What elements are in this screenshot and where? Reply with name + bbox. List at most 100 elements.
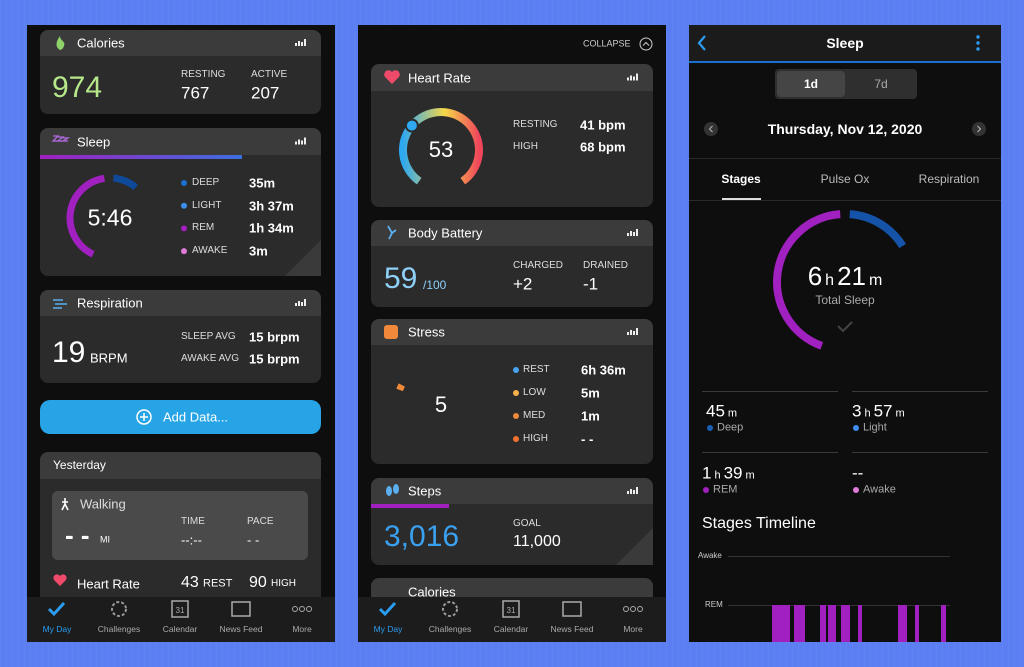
card-header (40, 452, 321, 479)
respiration-value: 19 (52, 336, 86, 369)
nav-item[interactable]: My Day (373, 623, 403, 634)
activity-box (52, 491, 308, 560)
nav-item[interactable]: Challenges (97, 623, 141, 634)
add-data-label[interactable]: Add Data... (163, 409, 229, 425)
value-part: 39 (723, 463, 743, 483)
value-part: m (727, 407, 738, 420)
timeline-segment (794, 605, 805, 642)
sleep-progress (40, 155, 242, 159)
sleep-total: 5:46 (87, 204, 133, 231)
add-data-button[interactable] (40, 400, 321, 434)
tab[interactable]: Pulse Ox (820, 172, 870, 186)
stat-label: ACTIVE (251, 69, 288, 80)
tab[interactable]: Respiration (918, 172, 980, 186)
card-title: Steps (408, 483, 442, 499)
stat-value: - - (247, 532, 260, 548)
card-body (371, 246, 653, 307)
card-title: Calories (408, 584, 456, 600)
card-title: Sleep (77, 134, 111, 149)
stat-value: -1 (583, 274, 599, 294)
value-part: 1 (702, 463, 712, 483)
date: Thursday, Nov 12, 2020 (767, 121, 923, 137)
nav-item[interactable]: More (623, 623, 643, 634)
total-sleep-label: Total Sleep (815, 293, 875, 307)
card-title: Calories (77, 35, 125, 51)
stat-label: PACE (247, 516, 274, 527)
nav-item[interactable]: More (292, 623, 312, 634)
nav-item[interactable]: Challenges (428, 623, 472, 634)
stat-value: 15 brpm (249, 351, 300, 367)
value-part: -- (852, 463, 864, 483)
card-header (371, 220, 653, 246)
card-title: Body Battery (408, 225, 483, 241)
value-part: m (895, 407, 905, 420)
level-value: - - (581, 431, 594, 447)
stat-label: AWAKE AVG (181, 353, 239, 364)
top-bar-line (689, 61, 1001, 63)
tab[interactable]: Stages (721, 172, 761, 186)
card-header (40, 128, 321, 155)
level-value: 6h 36m (581, 362, 626, 378)
timeline-segment (828, 605, 836, 642)
card-header (40, 30, 321, 56)
nav-item[interactable]: Calendar (162, 623, 198, 634)
range-selected[interactable] (777, 71, 845, 97)
divider (702, 391, 838, 392)
stat-value: 207 (251, 83, 280, 103)
value-part: m (745, 469, 755, 482)
stage-label: AWAKE (192, 245, 228, 257)
respiration-unit: BRPM (90, 350, 128, 366)
card-title: Yesterday (53, 458, 106, 472)
stat-value: --:-- (181, 532, 202, 548)
activity-distance: - - (65, 520, 90, 550)
nav-item[interactable]: News Feed (550, 623, 594, 634)
timeline-line (728, 556, 950, 557)
calories-total: 974 (52, 71, 103, 104)
phone-screen (689, 25, 1001, 642)
card-body (371, 504, 653, 565)
body-battery-value: 59 (384, 262, 418, 295)
nav-bar (27, 597, 335, 642)
timeline-segment (841, 605, 850, 642)
card-body (40, 155, 321, 276)
value-part: h (864, 407, 871, 420)
stage-value: 35m (249, 175, 276, 191)
stat-value: 15 brpm (249, 329, 300, 345)
stat-label: RESTING (181, 69, 226, 80)
level-label: REST (523, 364, 550, 375)
card-header (371, 478, 653, 504)
card-header (371, 319, 653, 345)
stat-value: 68 bpm (580, 139, 626, 155)
timeline-line (728, 605, 950, 606)
heart-rate-title: Heart Rate (77, 576, 140, 592)
timeline-segment (772, 605, 790, 642)
range-option[interactable]: 1d (803, 77, 819, 91)
stat-value: +2 (513, 274, 533, 294)
value-part: 21 (837, 261, 866, 291)
stress-value: 5 (434, 392, 448, 417)
nav-item[interactable]: News Feed (219, 623, 263, 634)
stat-label: CHARGED (513, 260, 564, 271)
stage-duration: 3 h 57 m (852, 403, 905, 420)
nav-item[interactable]: My Day (42, 623, 72, 634)
stat-value: 767 (181, 83, 210, 103)
steps-value: 3,016 (384, 520, 460, 553)
level-label: HIGH (523, 433, 548, 444)
level-value: 1m (581, 408, 600, 424)
calendar-day: 31 (506, 606, 516, 615)
divider (689, 200, 1001, 201)
divider (852, 391, 988, 392)
value-part: 45 (706, 401, 725, 421)
nav-item[interactable]: Calendar (493, 623, 529, 634)
stage-value: 3m (249, 243, 268, 259)
stage-duration: 1 h 39 m (702, 465, 755, 482)
level-label: MED (523, 410, 546, 421)
card-header (371, 64, 653, 91)
range-option[interactable]: 7d (874, 77, 888, 91)
screen-title: Sleep (826, 35, 864, 51)
timeline-segment (820, 605, 826, 642)
nav-bar (358, 597, 666, 642)
collapse-button[interactable]: COLLAPSE (583, 38, 631, 49)
timeline-title: Stages Timeline (702, 515, 816, 532)
activity-name: Walking (80, 496, 126, 512)
